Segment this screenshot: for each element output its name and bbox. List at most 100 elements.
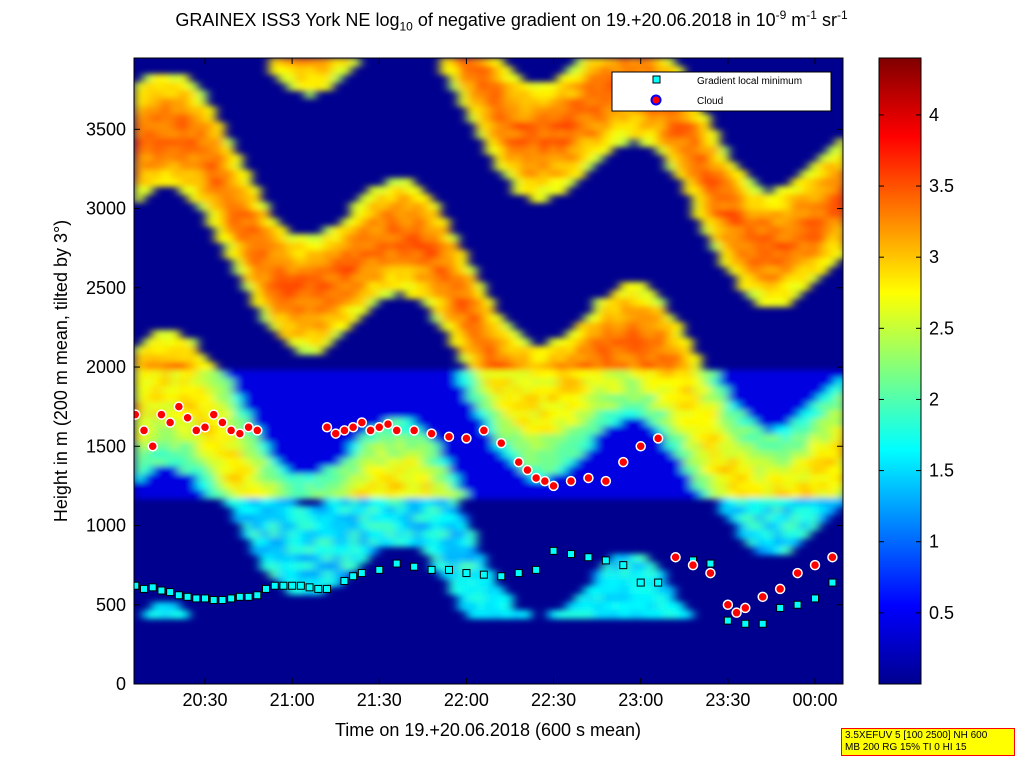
heat-cell — [710, 394, 720, 403]
heat-cell — [782, 282, 792, 291]
heat-cell — [557, 394, 567, 403]
heat-cell — [503, 418, 513, 427]
heat-cell — [809, 162, 819, 171]
cloud-point — [513, 456, 524, 468]
heat-cell — [377, 226, 387, 235]
cloud-point — [496, 437, 507, 449]
heat-cell — [422, 266, 432, 275]
heat-cell — [431, 298, 441, 307]
heat-cell — [701, 122, 711, 131]
heat-cell — [656, 322, 666, 331]
heat-cell — [548, 370, 558, 379]
heat-cell — [404, 434, 414, 443]
heat-cell — [773, 514, 783, 523]
heat-cell — [746, 506, 756, 515]
cloud-point — [225, 425, 237, 436]
heat-cell — [800, 386, 810, 395]
heat-cell — [737, 274, 747, 283]
heat-cell — [575, 482, 585, 491]
heat-cell — [800, 466, 810, 475]
heat-cell — [746, 442, 756, 451]
heat-cell — [503, 386, 513, 395]
heat-cell — [449, 522, 459, 531]
heat-cell — [386, 490, 396, 499]
heat-cell — [359, 506, 369, 515]
heat-cell — [161, 98, 171, 107]
heat-cell — [431, 266, 441, 275]
heat-cell — [143, 154, 153, 163]
heat-cell — [143, 370, 153, 379]
heat-cell — [557, 466, 567, 475]
cloud-point — [191, 425, 202, 436]
heat-cell — [161, 122, 171, 131]
heat-cell — [737, 178, 747, 187]
heat-cell — [341, 490, 351, 499]
heat-cell — [575, 330, 585, 339]
heat-cell — [413, 194, 423, 203]
heat-cell — [656, 386, 666, 395]
heat-cell — [215, 458, 225, 467]
heat-cell — [359, 306, 369, 315]
heat-cell — [836, 410, 843, 419]
heat-cell — [764, 498, 774, 507]
heat-cell — [530, 346, 540, 355]
heat-cell — [818, 202, 828, 211]
heat-cell — [458, 298, 468, 307]
heat-cell — [251, 538, 261, 547]
heat-cell — [404, 506, 414, 515]
heat-cell — [602, 354, 612, 363]
heat-cell — [233, 378, 243, 387]
heat-cell — [224, 178, 234, 187]
heat-cell — [701, 194, 711, 203]
heat-cell — [773, 474, 783, 483]
heat-cell — [674, 130, 684, 139]
heat-cell — [188, 490, 198, 499]
heat-cell — [782, 194, 792, 203]
heat-cell — [548, 130, 558, 139]
heat-cell — [314, 458, 324, 467]
heat-cell — [602, 114, 612, 123]
heat-cell — [170, 490, 180, 499]
heat-cell — [152, 98, 162, 107]
cloud-point — [173, 401, 185, 412]
heat-cell — [224, 466, 234, 475]
heat-cell — [467, 354, 477, 363]
heat-cell — [773, 538, 783, 547]
heat-cell — [449, 546, 459, 555]
heat-cell — [188, 122, 198, 131]
heat-cell — [395, 386, 405, 395]
heat-cell — [728, 218, 738, 227]
heat-cell — [665, 610, 675, 619]
x-tick-label: 23:30 — [705, 690, 750, 710]
heat-cell — [755, 258, 765, 267]
heat-cell — [611, 378, 621, 387]
heat-cell — [548, 442, 558, 451]
heat-cell — [782, 242, 792, 251]
heat-cell — [134, 418, 144, 427]
heat-cell — [647, 138, 657, 147]
heat-cell — [665, 602, 675, 611]
heat-cell — [143, 434, 153, 443]
cloud-point — [670, 551, 681, 563]
heat-cell — [557, 162, 567, 171]
heat-cell — [728, 466, 738, 475]
heat-cell — [395, 434, 405, 443]
heat-cell — [332, 450, 342, 459]
heat-cell — [692, 186, 702, 195]
heat-cell — [305, 394, 315, 403]
heat-cell — [800, 266, 810, 275]
heat-cell — [674, 146, 684, 155]
heat-cell — [755, 394, 765, 403]
heat-cell — [557, 378, 567, 387]
heat-cell — [593, 594, 603, 603]
heat-cell — [782, 410, 792, 419]
heat-cell — [503, 362, 513, 371]
heat-cell — [476, 394, 486, 403]
heat-cell — [710, 130, 720, 139]
heat-cell — [566, 442, 576, 451]
heat-cell — [296, 570, 306, 579]
heat-cell — [656, 378, 666, 387]
heat-cell — [323, 410, 333, 419]
heat-cell — [503, 434, 513, 443]
heat-cell — [737, 210, 747, 219]
